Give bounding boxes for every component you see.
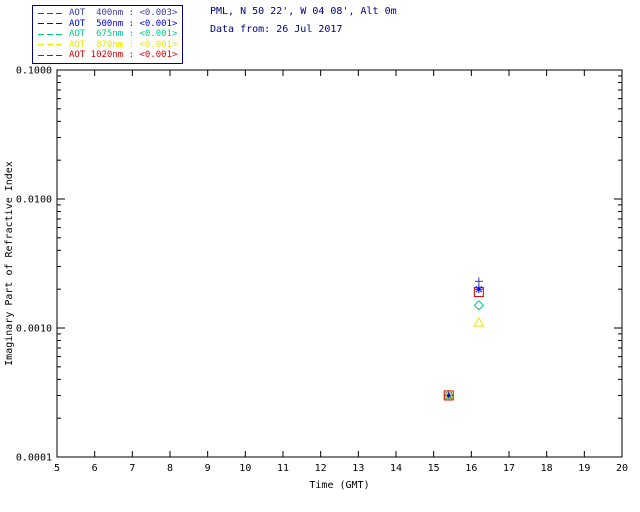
legend-entry-label: AOT 675nm : <0.001> (69, 29, 178, 40)
legend-line-sample (38, 44, 64, 46)
legend-entry-label: AOT 1020nm : <0.001> (69, 50, 178, 61)
legend-entry: AOT 870nm : <0.001> (37, 40, 177, 51)
x-tick-label: 20 (616, 463, 628, 474)
legend-entry-label: AOT 400nm : <0.003> (69, 8, 178, 19)
legend-entry-label: AOT 870nm : <0.001> (69, 39, 178, 50)
x-tick-label: 18 (541, 463, 553, 474)
legend-line-sample (38, 12, 64, 14)
data-point-square (443, 390, 454, 401)
x-tick-label: 17 (503, 463, 515, 474)
x-tick-label: 7 (129, 463, 135, 474)
x-tick-label: 19 (578, 463, 590, 474)
y-tick-label: 0.0010 (16, 324, 52, 335)
x-tick-label: 9 (205, 463, 211, 474)
data-point-square (473, 287, 484, 298)
x-tick-label: 15 (428, 463, 440, 474)
x-axis-label: Time (GMT) (309, 480, 369, 491)
data-point-triangle (443, 389, 455, 400)
legend-line-sample (38, 23, 64, 25)
x-tick-label: 16 (465, 463, 477, 474)
data-point-plus (474, 277, 483, 286)
x-tick-label: 12 (315, 463, 327, 474)
legend-entry: AOT 1020nm : <0.001> (37, 50, 177, 61)
x-tick-label: 11 (277, 463, 289, 474)
y-axis-label: Imaginary Part of Refractive Index (4, 161, 15, 366)
x-tick-label: 10 (239, 463, 251, 474)
legend: AOT 400nm : <0.003> AOT 500nm : <0.001> AO… (32, 5, 184, 64)
header-site-line: PML, N 50 22', W 04 08', Alt 0m (210, 6, 397, 17)
x-tick-label: 6 (92, 463, 98, 474)
data-point-diamond (473, 300, 485, 311)
y-tick-label: 0.0100 (16, 195, 52, 206)
legend-entry: AOT 500nm : <0.001> (37, 19, 177, 30)
x-tick-label: 8 (167, 463, 173, 474)
x-tick-label: 5 (54, 463, 60, 474)
plot-frame (56, 69, 623, 458)
y-tick-label: 0.1000 (16, 66, 52, 77)
legend-line-sample (38, 54, 64, 56)
y-tick-label: 0.0001 (16, 453, 52, 464)
data-point-asterisk (474, 285, 483, 294)
header-date-line: Data from: 26 Jul 2017 (210, 24, 343, 35)
legend-entry: AOT 675nm : <0.001> (37, 29, 177, 40)
legend-entry-label: AOT 500nm : <0.001> (69, 18, 178, 29)
legend-line-sample (38, 33, 64, 35)
legend-entry: AOT 400nm : <0.003> (37, 8, 177, 19)
x-tick-label: 13 (352, 463, 364, 474)
x-tick-label: 14 (390, 463, 402, 474)
data-point-triangle (473, 316, 485, 327)
